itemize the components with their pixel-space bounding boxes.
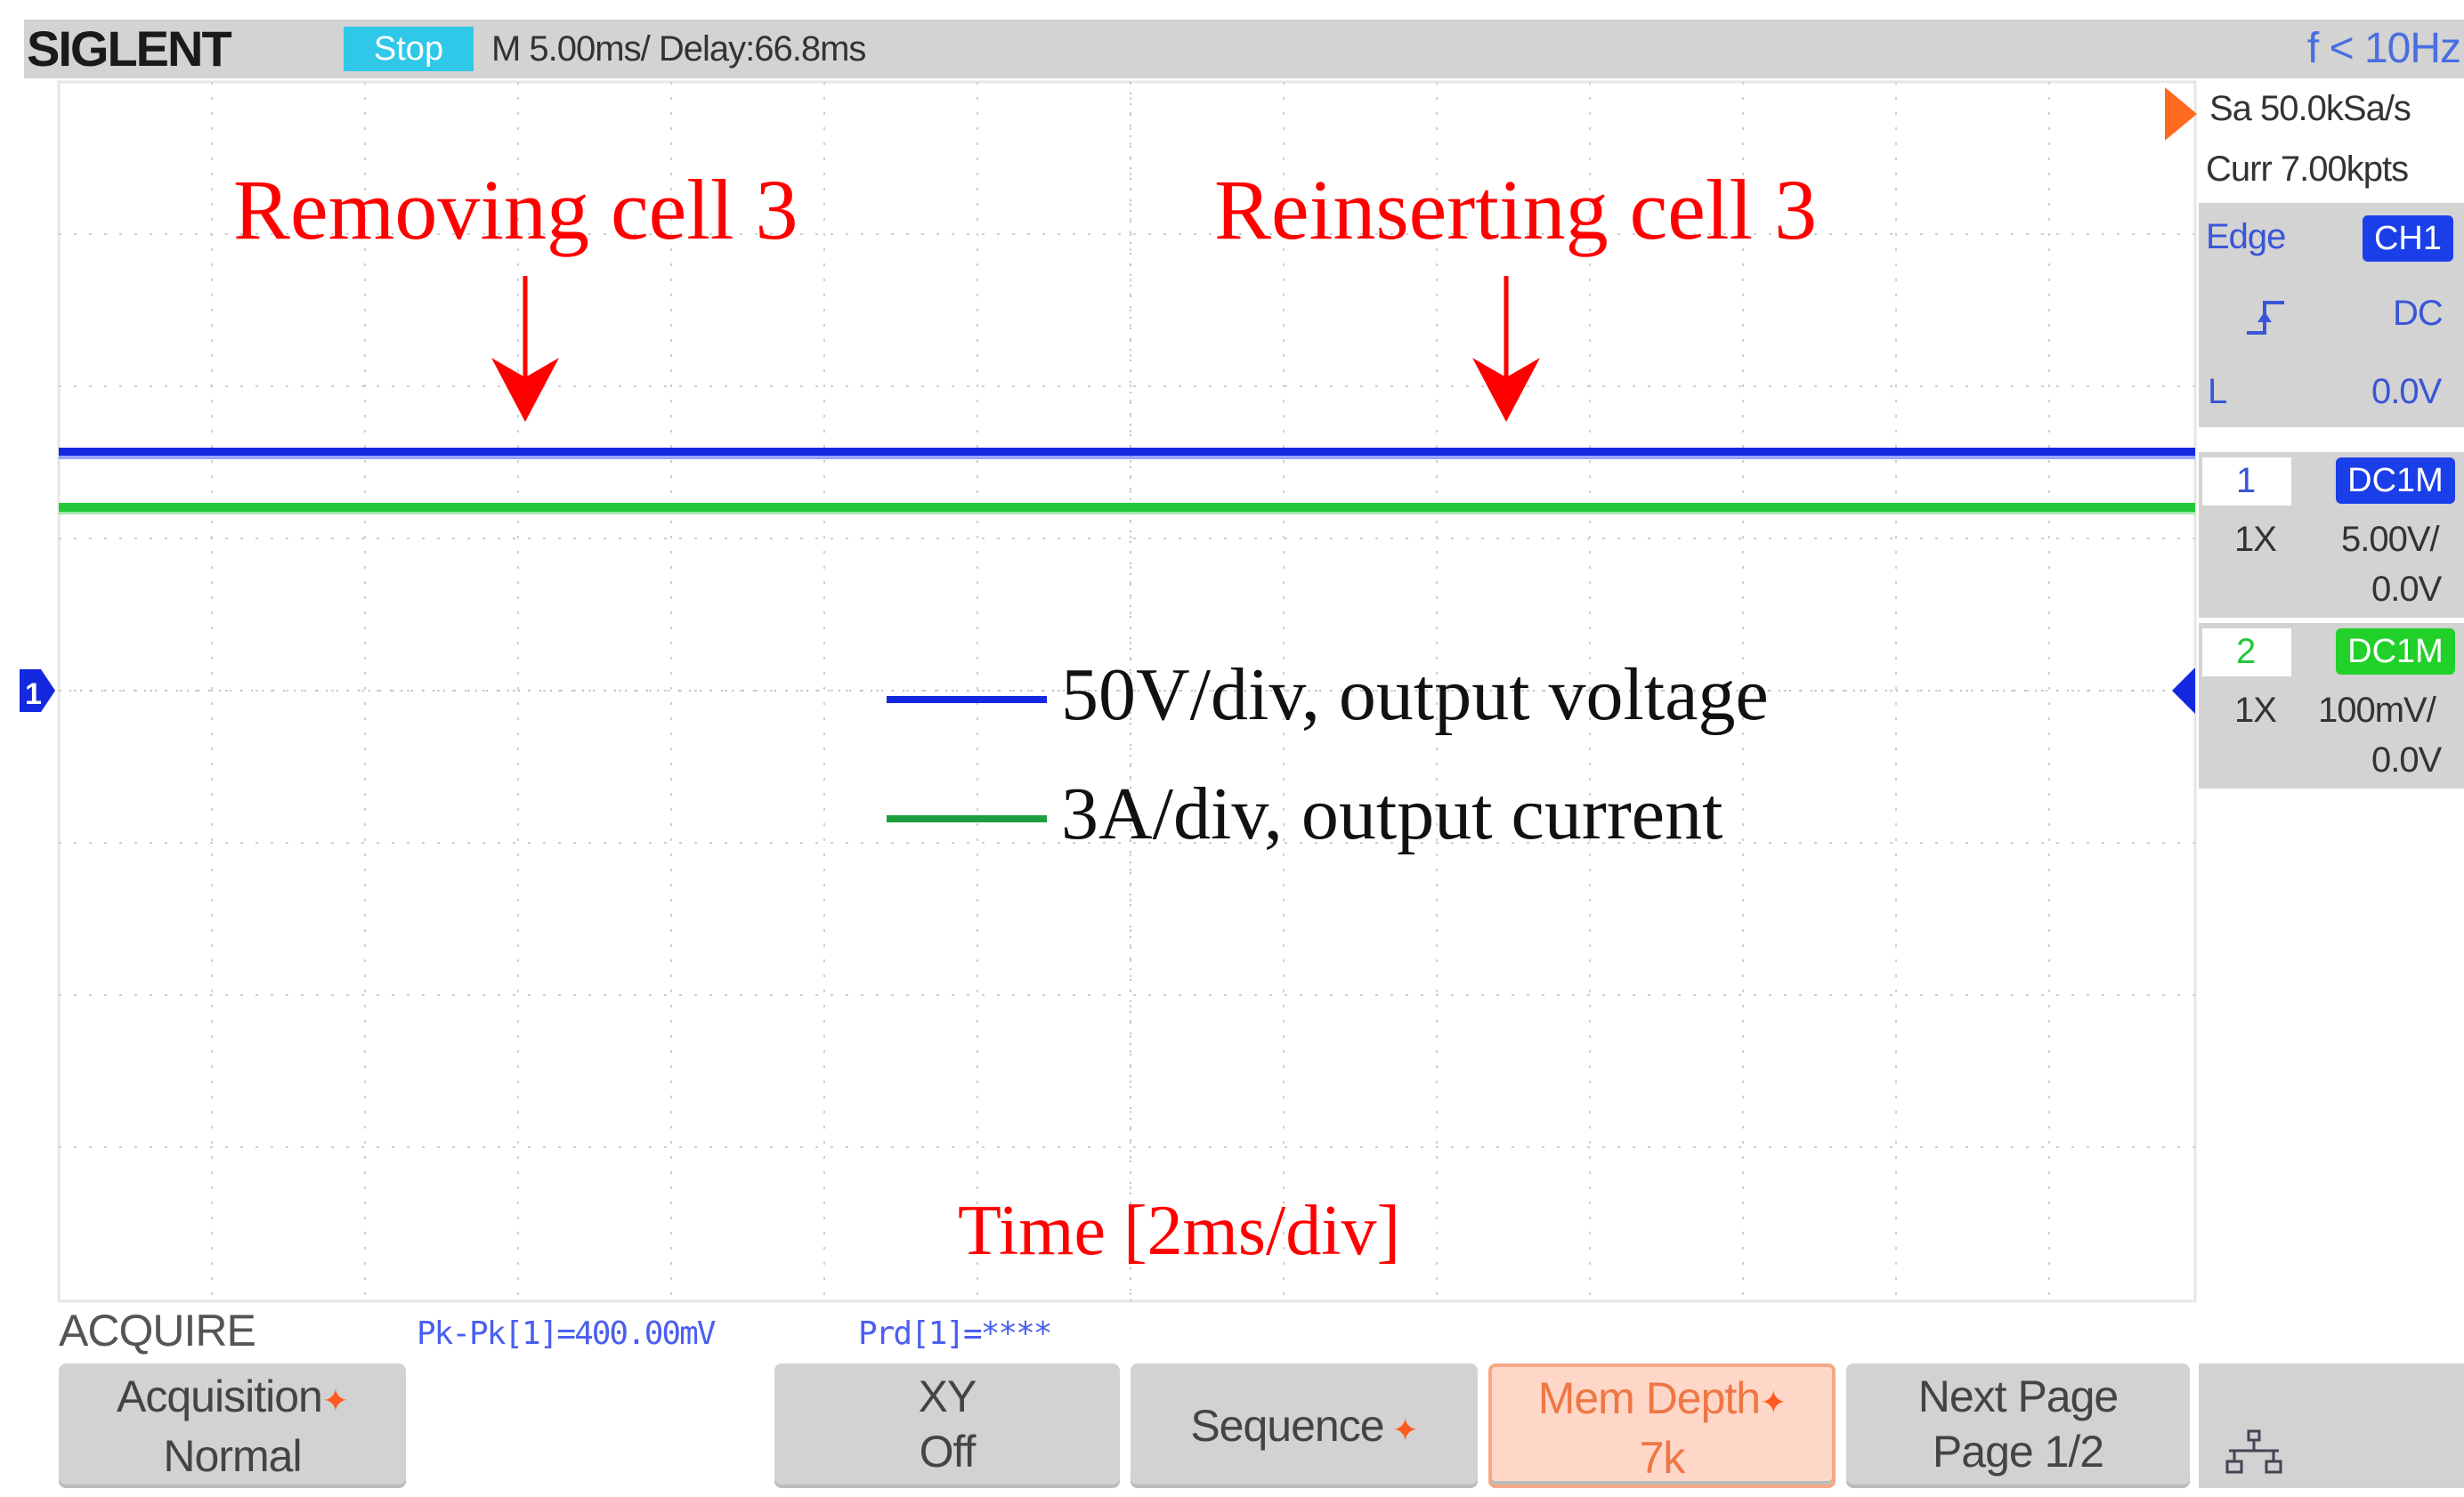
- softkey-next-page-value: Page 1/2: [1932, 1427, 2104, 1477]
- trigger-position-marker: [2165, 87, 2197, 141]
- trigger-level-marker[interactable]: [2172, 668, 2195, 714]
- ch1-ground-marker[interactable]: 1: [20, 669, 55, 712]
- submenu-star-icon: ✦: [321, 1382, 349, 1419]
- softkey-mem-depth[interactable]: Mem Depth✦ 7k: [1488, 1363, 1836, 1488]
- removing-cell-label: Removing cell 3: [233, 162, 798, 257]
- graticule: [59, 82, 2195, 1301]
- softkey-xy-value: Off: [919, 1427, 977, 1477]
- ch1-number-box: [2202, 457, 2291, 506]
- waveform-display: 1: [20, 80, 2197, 1303]
- submenu-star-icon: ✦: [1760, 1384, 1787, 1420]
- softkey-acquisition-value: Normal: [163, 1431, 302, 1481]
- run-stop-status[interactable]: Stop: [344, 27, 474, 71]
- time-axis-label: Time [2ms/div]: [958, 1192, 1401, 1270]
- measurement-pkpk: Pk-Pk[1]=400.00mV: [417, 1315, 716, 1352]
- ch2-coupling-badge: DC1M: [2336, 628, 2455, 675]
- softkey-sequence-label: Sequence: [1190, 1401, 1384, 1451]
- brand-logo: SIGLENT: [27, 20, 232, 77]
- sample-rate: Sa 50.0kSa/s: [2209, 89, 2411, 128]
- legend-current-label: 3A/div, output current: [1061, 773, 1723, 855]
- trigger-type: Edge: [2206, 217, 2286, 256]
- softkey-mem-depth-label: Mem Depth: [1537, 1373, 1761, 1423]
- ch2-probe: 1X: [2234, 691, 2277, 730]
- softkey-sequence[interactable]: Sequence ✦: [1131, 1363, 1478, 1488]
- trigger-frequency: f < 10Hz: [2306, 25, 2461, 72]
- softkey-next-page-label: Next Page: [1917, 1372, 2119, 1421]
- rising-edge-icon: [2247, 301, 2284, 335]
- measurement-period: Prd[1]=****: [858, 1315, 1052, 1352]
- ch2-number-box: [2202, 628, 2291, 676]
- ch1-offset: 0.0V: [2371, 570, 2442, 609]
- softkey-mem-depth-value: 7k: [1639, 1433, 1686, 1483]
- ch2-scale: 100mV/: [2318, 691, 2436, 730]
- status-icon-area: [2199, 1363, 2464, 1488]
- trigger-source-badge: CH1: [2363, 215, 2453, 262]
- menu-title: ACQUIRE: [59, 1306, 256, 1355]
- softkey-acquisition[interactable]: Acquisition✦ Normal: [59, 1363, 406, 1488]
- ch2-offset: 0.0V: [2371, 740, 2442, 780]
- trace-ch2-current: [59, 503, 2195, 514]
- softkey-acquisition-label: Acquisition: [117, 1372, 323, 1421]
- ch2-number: 2: [2236, 632, 2256, 671]
- network-icon: [2225, 1429, 2282, 1474]
- memory-points: Curr 7.00kpts: [2206, 150, 2409, 189]
- ch1-probe: 1X: [2234, 520, 2277, 559]
- reinserting-arrow: [1472, 276, 1540, 422]
- legend-voltage-label: 50V/div, output voltage: [1061, 653, 1769, 736]
- trigger-coupling: DC: [2393, 294, 2444, 333]
- trigger-level-label: L: [2208, 372, 2227, 411]
- ch1-scale: 5.00V/: [2341, 520, 2440, 559]
- softkey-next-page[interactable]: Next Page Page 1/2: [1846, 1363, 2190, 1488]
- softkey-xy[interactable]: XY Off: [774, 1363, 1120, 1488]
- removing-arrow: [491, 276, 559, 422]
- reinserting-cell-label: Reinserting cell 3: [1214, 162, 1818, 257]
- timebase-readout: M 5.00ms/ Delay:66.8ms: [491, 29, 866, 69]
- svg-text:1: 1: [25, 677, 42, 711]
- trigger-level-value: 0.0V: [2371, 372, 2442, 411]
- submenu-star-icon: ✦: [1383, 1412, 1419, 1448]
- ch1-coupling-badge: DC1M: [2336, 457, 2455, 504]
- softkey-xy-label: XY: [918, 1372, 977, 1421]
- ch1-number: 1: [2236, 461, 2256, 500]
- trace-ch1-voltage: [59, 448, 2195, 459]
